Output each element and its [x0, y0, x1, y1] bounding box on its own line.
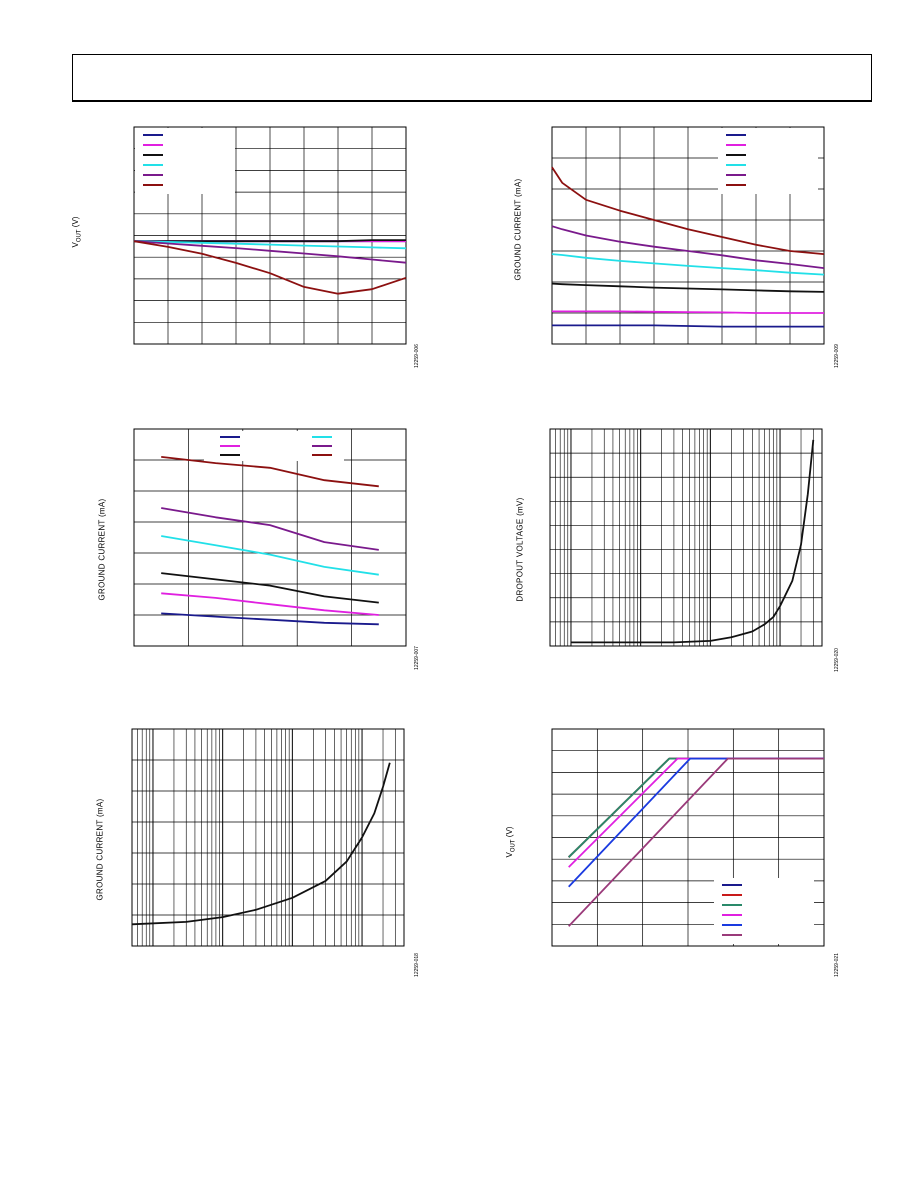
figure-code: 12259-006	[413, 344, 420, 368]
grid	[549, 429, 823, 646]
series-line-2	[161, 592, 379, 616]
figure-dropout-voltage: DROPOUT VOLTAGE (mV) 12259-020	[480, 417, 860, 687]
chart-vout-2	[551, 728, 825, 947]
chart-ground-current-2	[133, 428, 407, 647]
series-line-5	[133, 240, 407, 264]
figure-ground-current-2: GROUND CURRENT (mA) 12259-007	[60, 417, 440, 687]
series-line-1	[568, 757, 824, 858]
series-line-3	[568, 757, 824, 858]
series-line-4	[551, 253, 825, 276]
series-line-6	[551, 166, 825, 255]
series-line-3	[551, 282, 825, 293]
chart-dropout-voltage	[549, 428, 823, 647]
legend	[718, 128, 818, 194]
series-line-6	[568, 757, 824, 927]
series-line-1	[161, 612, 379, 626]
series-line-1	[552, 324, 824, 328]
figure-code: 12259-021	[833, 953, 840, 977]
series-line-3	[161, 572, 379, 604]
series-line-1	[571, 439, 815, 644]
series-line-4	[133, 240, 407, 250]
series-line-4	[568, 757, 824, 868]
figure-ground-current-1: GROUND CURRENT (mA) 12259-009	[480, 115, 860, 385]
legend-box	[135, 128, 235, 194]
figure-vout-2: VOUT (V) 12259-021	[480, 717, 860, 997]
figure-code: 12259-007	[413, 646, 420, 670]
figure-vout: VOUT (V) 12259-006	[60, 115, 440, 385]
series-line-3	[134, 239, 406, 243]
legend-box	[718, 128, 818, 194]
series-line-1	[131, 762, 391, 926]
figure-code: 12259-020	[833, 648, 840, 672]
series-line-6	[133, 240, 407, 295]
legend	[204, 431, 344, 461]
grid	[134, 127, 406, 344]
series-line-2	[552, 310, 824, 314]
legend-box	[714, 878, 814, 944]
legend	[135, 128, 235, 194]
legend	[714, 878, 814, 944]
figure-ground-current-3: GROUND CURRENT (mA) 12259-018	[60, 717, 440, 997]
series-line-6	[161, 456, 379, 488]
series-line-5	[568, 757, 824, 888]
series-line-5	[161, 507, 379, 551]
series-line-2	[568, 757, 824, 858]
series-line-5	[551, 225, 825, 269]
chart-vout	[133, 126, 407, 345]
plot-frame	[131, 728, 405, 947]
figure-code: 12259-009	[833, 344, 840, 368]
plot-frame	[549, 428, 823, 647]
series-line-4	[161, 535, 379, 576]
plot-frame	[133, 428, 407, 647]
grid	[131, 729, 405, 946]
figure-code: 12259-018	[413, 953, 420, 977]
page-header-box	[72, 54, 872, 102]
chart-ground-current-1	[551, 126, 825, 345]
chart-ground-current-3	[131, 728, 405, 947]
